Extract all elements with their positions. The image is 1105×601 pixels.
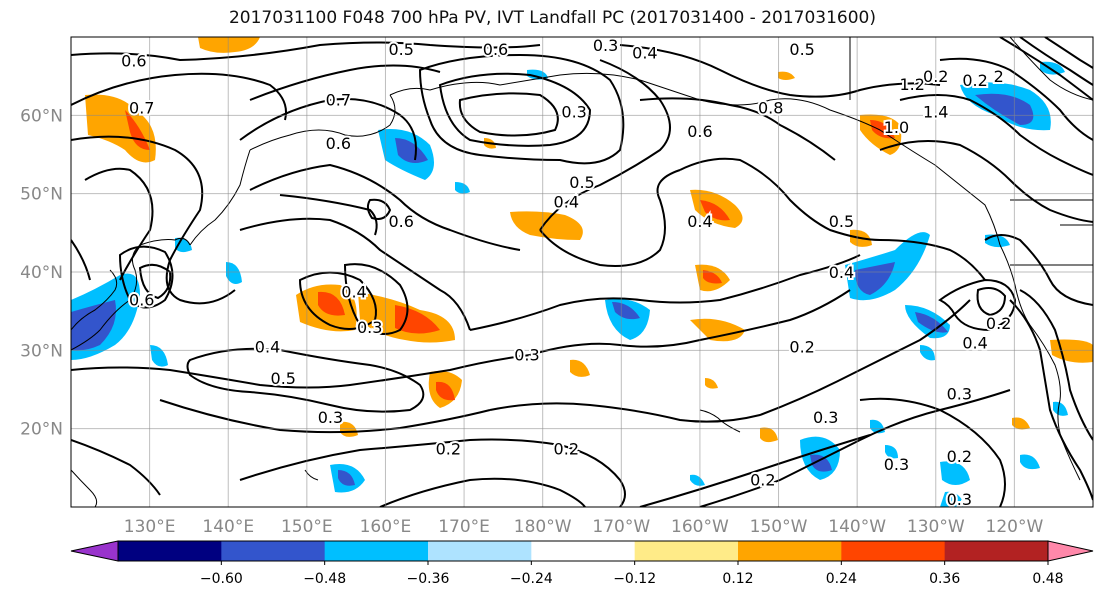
lat-labels: 60°N 50°N 40°N 30°N 20°N <box>20 106 63 439</box>
lon-tick-label: 160°E <box>360 517 412 537</box>
contour-label: 0.5 <box>789 40 814 59</box>
contour-label: 0.4 <box>632 44 657 63</box>
colorbar-tick-label: −0.60 <box>200 571 243 587</box>
lon-tick-label: 170°E <box>438 517 490 537</box>
colorbar-swatch <box>221 541 326 561</box>
contour-label: 0.2 <box>962 71 987 90</box>
contour-label: 0.6 <box>687 122 712 141</box>
contour-label: 0.6 <box>129 290 154 309</box>
colorbar-swatch <box>738 541 842 561</box>
lon-tick-label: 140°W <box>828 517 886 537</box>
contour-label: 0.6 <box>388 212 413 231</box>
contour-label: 0.4 <box>255 337 280 356</box>
colorbar-swatch <box>634 541 739 561</box>
contour-label: 0.6 <box>326 134 351 153</box>
contour-label: 0.4 <box>829 263 854 282</box>
lat-tick-label: 50°N <box>20 185 63 205</box>
contour-label: 0.7 <box>326 91 351 110</box>
contour-label: 0.2 <box>554 439 579 458</box>
contour-label: 0.3 <box>357 318 382 337</box>
colorbar-tick-label: −0.36 <box>407 571 450 587</box>
colorbar-tick-label: −0.24 <box>510 571 553 587</box>
colorbar-tick-label: 0.48 <box>1032 571 1063 587</box>
contour-label: 0.3 <box>593 36 618 55</box>
colorbar-swatch <box>944 541 1049 561</box>
lat-tick-label: 20°N <box>20 420 63 440</box>
contour-label: 0.2 <box>986 314 1011 333</box>
colorbar-tick-label: −0.12 <box>613 571 656 587</box>
contour-label: 0.3 <box>514 345 539 364</box>
lon-tick-label: 120°W <box>986 517 1044 537</box>
lon-tick-label: 180°W <box>514 517 572 537</box>
contour-label: 0.3 <box>884 455 909 474</box>
contour-label: 2 <box>994 67 1004 86</box>
contour-label: 0.2 <box>436 439 461 458</box>
contour-label: 0.3 <box>318 408 343 427</box>
colorbar-swatch <box>841 541 946 561</box>
contour-label: 0.2 <box>789 337 814 356</box>
lat-tick-label: 30°N <box>20 341 63 361</box>
contour-label: 1.2 <box>899 75 924 94</box>
colorbar-tick-label: 0.12 <box>722 571 753 587</box>
lon-tick-label: 150°E <box>281 517 333 537</box>
lat-tick-label: 60°N <box>20 106 63 126</box>
contour-label: 0.5 <box>829 212 854 231</box>
contour-label: 0.3 <box>947 384 972 403</box>
lon-tick-label: 140°E <box>202 517 254 537</box>
contour-label: 0.2 <box>923 67 948 86</box>
map-frame <box>70 36 1094 508</box>
colorbar-tick-label: 0.36 <box>929 571 960 587</box>
contour-label: 0.3 <box>813 408 838 427</box>
contour-label: 0.3 <box>947 490 972 509</box>
colorbar-swatch <box>428 541 532 561</box>
map-title: 2017031100 F048 700 hPa PV, IVT Landfall… <box>228 8 876 28</box>
colorbar-swatch <box>118 541 222 561</box>
contour-label: 0.2 <box>947 447 972 466</box>
contour-label: 0.6 <box>121 52 146 71</box>
contour-label: 0.4 <box>962 334 987 353</box>
lon-labels: 130°E 140°E 150°E 160°E 170°E 180°W 170°W 160°W… <box>124 517 1044 537</box>
contour-label: 1.4 <box>923 102 948 121</box>
lon-tick-label: 170°W <box>592 517 650 537</box>
contour-label: 0.3 <box>561 102 586 121</box>
contour-label: 0.2 <box>750 471 775 490</box>
contour-label: 0.7 <box>129 99 154 118</box>
lon-tick-label: 130°W <box>907 517 965 537</box>
contour-label: 0.5 <box>271 369 296 388</box>
pv-contours <box>71 37 1093 507</box>
contour-label: 0.4 <box>687 212 712 231</box>
contour-label: 1.0 <box>884 118 909 137</box>
contour-label: 0.6 <box>483 40 508 59</box>
gridlines <box>71 37 1093 507</box>
colorbar-extend-min <box>70 540 119 562</box>
colorbar-tick-label: −0.48 <box>303 571 346 587</box>
colorbar-tick-label: 0.24 <box>826 571 857 587</box>
colorbar-outline <box>117 540 1049 562</box>
contour-labels: 0.60.70.5 0.6 0.40.3 0.50.70.60.30.50.40.60… <box>119 36 1013 509</box>
shading-layer <box>71 37 1093 507</box>
colorbar: −0.60 −0.48 −0.36 −0.24 −0.12 0.12 0.24 0.36 0.4… <box>70 540 1094 587</box>
contour-label: 0.4 <box>341 283 366 302</box>
lon-tick-label: 150°W <box>750 517 808 537</box>
lon-tick-label: 130°E <box>124 517 176 537</box>
lat-tick-label: 40°N <box>20 263 63 283</box>
contour-label: 0.4 <box>554 193 579 212</box>
contour-label: 0.5 <box>388 40 413 59</box>
colorbar-swatch <box>324 541 429 561</box>
lon-tick-label: 160°W <box>671 517 729 537</box>
colorbar-extend-max <box>1047 540 1094 562</box>
colorbar-swatch <box>531 541 636 561</box>
contour-label: 0.5 <box>569 173 594 192</box>
contour-label: 0.8 <box>758 99 783 118</box>
